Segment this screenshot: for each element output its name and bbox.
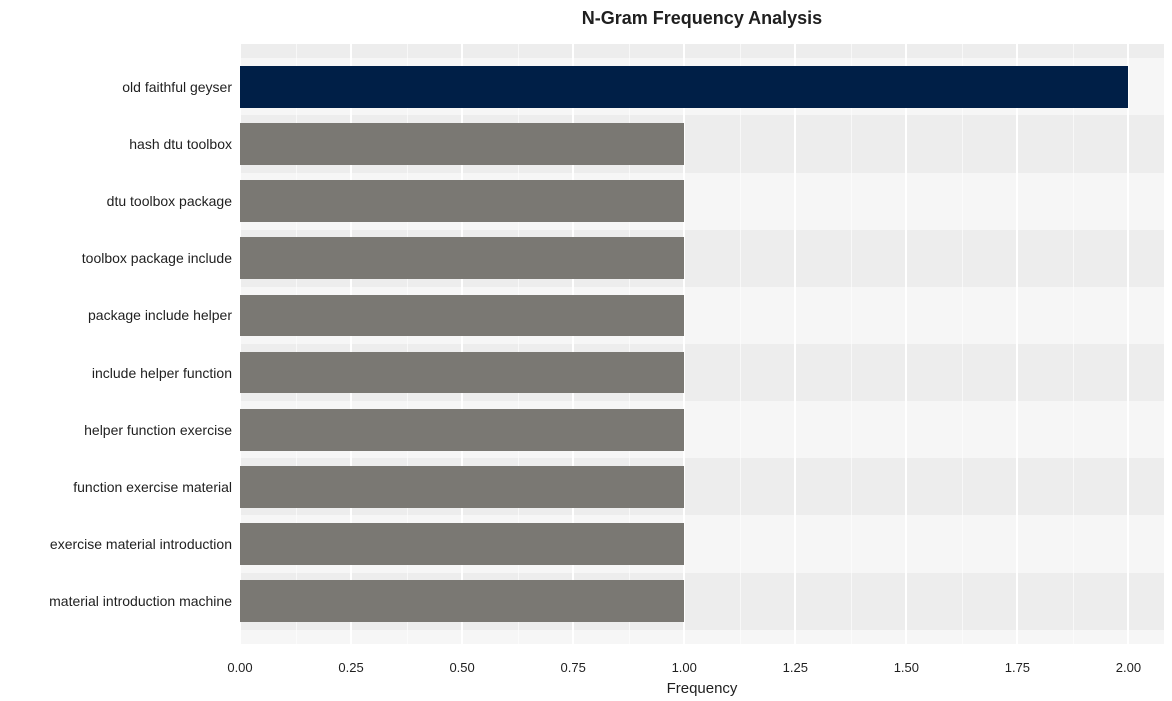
y-tick-label: hash dtu toolbox — [2, 136, 232, 152]
bar — [240, 466, 684, 508]
bar — [240, 523, 684, 565]
x-tick-label: 0.25 — [338, 660, 363, 675]
x-tick-label: 0.00 — [227, 660, 252, 675]
x-axis-title: Frequency — [240, 680, 1164, 697]
x-tick-label: 1.50 — [894, 660, 919, 675]
bar — [240, 580, 684, 622]
y-tick-label: function exercise material — [2, 479, 232, 495]
y-tick-label: helper function exercise — [2, 422, 232, 438]
x-tick-label: 2.00 — [1116, 660, 1141, 675]
y-tick-label: include helper function — [2, 365, 232, 381]
y-tick-label: package include helper — [2, 307, 232, 323]
bar — [240, 409, 684, 451]
y-tick-label: dtu toolbox package — [2, 193, 232, 209]
y-tick-label: toolbox package include — [2, 250, 232, 266]
bar — [240, 352, 684, 394]
bar — [240, 180, 684, 222]
bar — [240, 237, 684, 279]
x-tick-label: 0.50 — [449, 660, 474, 675]
x-tick-label: 0.75 — [561, 660, 586, 675]
y-tick-label: material introduction machine — [2, 593, 232, 609]
bar — [240, 66, 1128, 108]
y-tick-label: exercise material introduction — [2, 536, 232, 552]
bar — [240, 123, 684, 165]
ngram-frequency-chart: N-Gram Frequency Analysis old faithful g… — [8, 8, 1164, 693]
x-tick-label: 1.25 — [783, 660, 808, 675]
x-tick-label: 1.00 — [672, 660, 697, 675]
bar — [240, 295, 684, 337]
plot-area — [240, 44, 1164, 644]
y-tick-label: old faithful geyser — [2, 79, 232, 95]
chart-title: N-Gram Frequency Analysis — [8, 8, 1164, 29]
x-tick-label: 1.75 — [1005, 660, 1030, 675]
